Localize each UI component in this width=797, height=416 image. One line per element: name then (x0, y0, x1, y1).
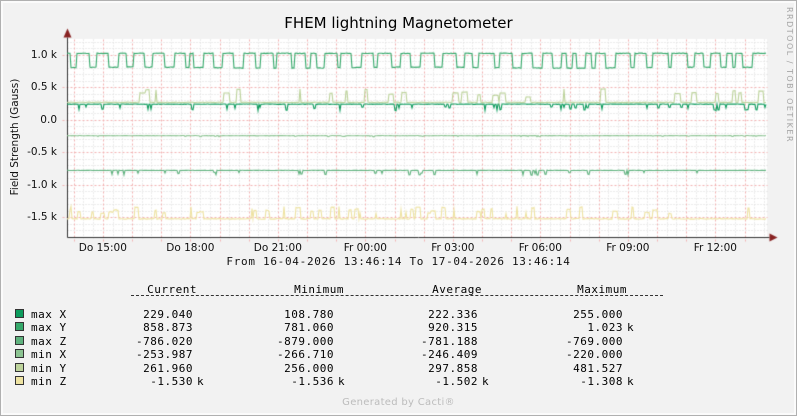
legend-column-header: Maximum (577, 283, 627, 296)
legend-value: -769.000 (566, 334, 623, 348)
legend-row: max X 229.040 108.780 222.336 255.000 (15, 308, 637, 321)
legend-rows: max X 229.040 108.780 222.336 255.000 max Y 85… (15, 308, 637, 388)
legend-value: -1.308 (580, 374, 623, 388)
cacti-credit: Generated by Cacti® (342, 397, 455, 408)
legend-value: -1.530 (150, 374, 193, 388)
legend-value: 261.960 (143, 361, 193, 375)
legend-swatch (15, 309, 24, 318)
legend-value: -266.710 (277, 348, 334, 362)
legend-row: min Y 261.960 256.000 297.858 481.527 (15, 362, 637, 375)
legend-row: max Z -786.020 -879.000 -781.188 -769.000 (15, 335, 637, 348)
legend-value: 920.315 (428, 321, 478, 335)
legend-column-header: Minimum (294, 283, 344, 296)
y-tick-label: 1.0 k (30, 48, 57, 61)
legend-separator (131, 295, 663, 296)
legend-unit: k (482, 374, 490, 388)
legend-value: -253.987 (136, 348, 193, 362)
legend-series-label: min Y (31, 361, 67, 375)
legend-swatch (15, 335, 24, 345)
x-tick-label: Fr 12:00 (693, 242, 737, 254)
x-tick-label: Fr 06:00 (518, 242, 562, 254)
legend-series-label: min Z (31, 374, 67, 388)
legend-value: 858.873 (143, 321, 193, 335)
legend-value: 1.023 (587, 321, 623, 335)
page-title: FHEM lightning Magnetometer (284, 14, 513, 32)
legend-value: -879.000 (277, 334, 334, 348)
y-tick-label: -1.0 k (27, 178, 57, 191)
legend-value: 297.858 (428, 361, 478, 375)
legend-value: 255.000 (573, 308, 623, 321)
legend-value: -781.188 (421, 334, 478, 348)
x-tick-label: Fr 00:00 (343, 242, 387, 254)
x-tick-label: Do 21:00 (253, 242, 302, 254)
legend-unit: k (338, 374, 346, 388)
legend-row: min Z -1.530 k -1.536 k -1.502 k -1.308 k (15, 375, 637, 388)
legend-value: -220.000 (566, 348, 623, 362)
x-tick-label: Fr 09:00 (606, 242, 650, 254)
legend-value: 781.060 (284, 321, 334, 335)
y-tick-label: -1.5 k (27, 211, 57, 223)
rrdtool-watermark: RRDTOOL / TOBI OETIKER (785, 7, 794, 144)
legend-column-header: Current (147, 283, 197, 296)
legend-value: 229.040 (143, 308, 193, 321)
legend-value: 481.527 (573, 361, 623, 375)
legend-value: -246.409 (421, 348, 478, 362)
legend-column-header: Average (432, 283, 482, 296)
x-tick-label: Do 18:00 (166, 242, 215, 254)
legend-swatch (15, 375, 24, 385)
legend-row: min X -253.987 -266.710 -246.409 -220.000 (15, 348, 637, 361)
legend-value: 222.336 (428, 308, 478, 321)
legend-value: -1.502 (435, 374, 478, 388)
y-tick-label: 0.0 (40, 113, 57, 126)
legend-value: -1.536 (291, 374, 334, 388)
legend-swatch (15, 349, 24, 359)
legend-value: -786.020 (136, 334, 193, 348)
x-tick-label: Do 15:00 (78, 242, 127, 254)
legend-row: max Y 858.873 781.060 920.315 1.023 k (15, 321, 637, 334)
legend-unit: k (197, 374, 205, 388)
legend-unit: k (627, 321, 635, 335)
legend-series-label: max Z (31, 334, 67, 348)
x-tick-label: Fr 03:00 (431, 242, 475, 254)
legend-series-label: max Y (31, 321, 67, 335)
y-tick-label: 0.5 k (30, 81, 57, 93)
legend-swatch (15, 322, 24, 332)
y-tick-label: -0.5 k (27, 146, 57, 158)
legend-series-label: min X (31, 348, 67, 362)
legend-unit: k (627, 374, 635, 388)
legend-value: 256.000 (284, 361, 334, 375)
legend-swatch (15, 362, 24, 372)
legend-series-label: max X (31, 308, 67, 321)
time-range-label: From 16-04-2026 13:46:14 To 17-04-2026 1… (226, 255, 571, 268)
legend-value: 108.780 (284, 308, 334, 321)
